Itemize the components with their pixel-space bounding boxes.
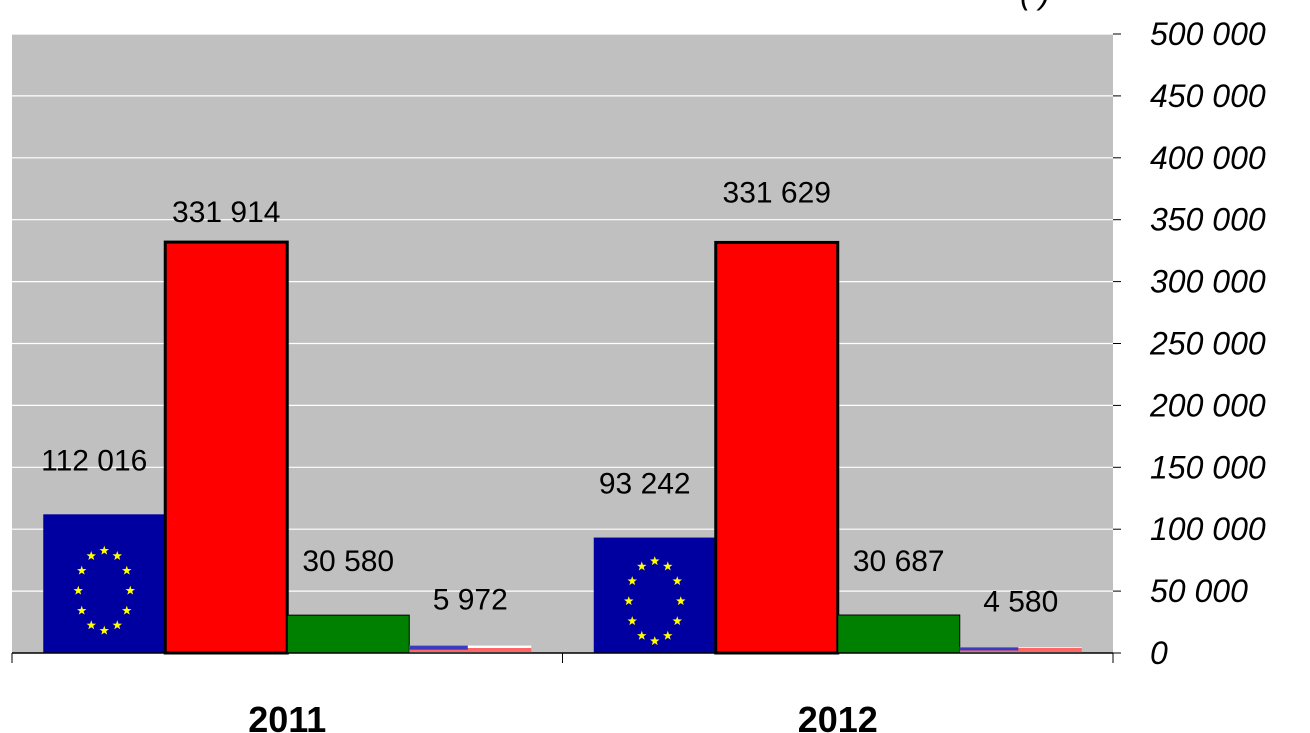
eu-star xyxy=(650,636,660,646)
eu-star xyxy=(627,616,637,626)
x-axis-category-label: 2011 xyxy=(248,699,326,733)
eu-star xyxy=(125,585,135,595)
eu-star xyxy=(99,545,109,555)
bar-1 xyxy=(163,240,289,655)
bar-us xyxy=(409,645,532,653)
y-axis-tick-label: 450 000 xyxy=(1150,78,1266,114)
y-axis-tick-label: 100 000 xyxy=(1150,511,1266,547)
bar-2 xyxy=(286,614,410,654)
data-label: 331 629 xyxy=(723,176,831,209)
y-axis-tick-label: 0 xyxy=(1150,635,1168,671)
eu-star xyxy=(663,561,673,571)
y-axis-tick-label: 400 000 xyxy=(1150,140,1266,176)
eu-star xyxy=(624,596,634,606)
data-labels: 112 016 331 914 30 580 5 972 93 242 331 629 30… xyxy=(41,176,1058,618)
eu-star xyxy=(663,630,673,640)
eu-star xyxy=(122,605,132,615)
data-label: 5 972 xyxy=(433,584,508,617)
eu-star xyxy=(86,620,96,630)
bar-2 xyxy=(837,614,961,654)
eu-star xyxy=(650,556,660,566)
eu-star xyxy=(627,576,637,586)
data-label: 331 914 xyxy=(172,196,280,229)
bar-1 xyxy=(714,240,840,655)
data-label: 30 687 xyxy=(853,545,945,578)
y-axis-tick-labels: 0 50 000 100 000 150 000 200 000 250 000 300 0… xyxy=(1149,16,1266,671)
y-axis-tick-label: 150 000 xyxy=(1150,449,1266,485)
y-axis-tick-label: 250 000 xyxy=(1149,326,1266,362)
x-axis-category-labels: 2011 2012 xyxy=(248,699,878,733)
eu-star xyxy=(672,576,682,586)
eu-star xyxy=(73,585,83,595)
eu-star xyxy=(672,616,682,626)
eu-star xyxy=(86,551,96,560)
y-axis-tick-label: 50 000 xyxy=(1150,573,1248,609)
bar-eu xyxy=(593,537,716,653)
bar-us-canton xyxy=(409,645,468,650)
eu-star xyxy=(99,625,109,635)
x-axis-ticks xyxy=(11,653,1114,663)
eu-star xyxy=(676,596,686,606)
y-axis-tick-label: 500 000 xyxy=(1150,16,1266,52)
eu-star xyxy=(637,630,647,640)
data-label: 30 580 xyxy=(302,545,394,578)
eu-star xyxy=(637,561,647,571)
bar-us-canton xyxy=(959,647,1019,651)
bars xyxy=(43,240,1082,655)
data-label: 112 016 xyxy=(41,444,147,477)
unit-label-partial: ( ) xyxy=(1020,0,1050,11)
data-label: 93 242 xyxy=(599,468,691,501)
data-label: 4 580 xyxy=(983,585,1058,618)
y-axis-tick-label: 300 000 xyxy=(1150,264,1266,300)
eu-star xyxy=(112,620,122,630)
eu-star xyxy=(122,565,132,575)
y-axis-tick-label: 350 000 xyxy=(1150,202,1266,238)
eu-star xyxy=(77,605,87,615)
bar-us xyxy=(959,647,1082,653)
x-axis-category-label: 2012 xyxy=(798,699,878,733)
eu-star xyxy=(112,551,122,560)
eu-star xyxy=(77,565,87,575)
y-axis-tick-label: 200 000 xyxy=(1149,387,1266,423)
